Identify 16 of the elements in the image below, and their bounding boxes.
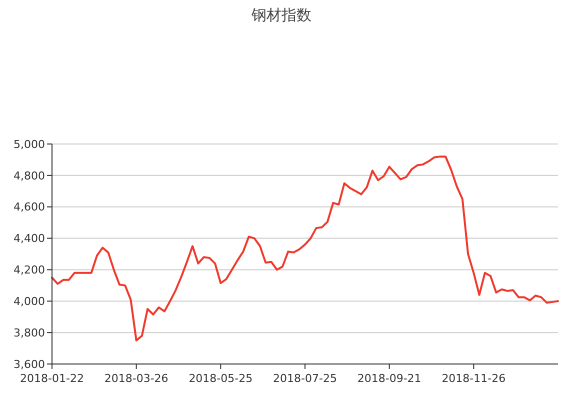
x-tick-label: 2018-07-25 [273, 372, 337, 385]
y-tick-label: 3,600 [14, 358, 45, 371]
x-tick-label: 2018-09-21 [357, 372, 422, 385]
x-tick-label: 2018-03-26 [104, 372, 168, 385]
y-tick-label: 3,800 [14, 326, 45, 340]
chart-title: 钢材指数 [250, 6, 312, 24]
y-tick-label: 5,000 [14, 138, 45, 151]
y-tick-label: 4,200 [14, 264, 45, 277]
y-tick-label: 4,800 [14, 169, 45, 182]
line-series [51, 156, 559, 342]
x-tick-label: 2018-01-22 [20, 372, 84, 385]
y-tick-label: 4,000 [14, 294, 45, 308]
x-tick-label: 2018-11-26 [442, 372, 506, 385]
x-tick-label: 2018-05-25 [188, 372, 253, 385]
y-tick-label: 4,600 [14, 200, 45, 214]
y-tick-label: 4,400 [14, 232, 45, 246]
